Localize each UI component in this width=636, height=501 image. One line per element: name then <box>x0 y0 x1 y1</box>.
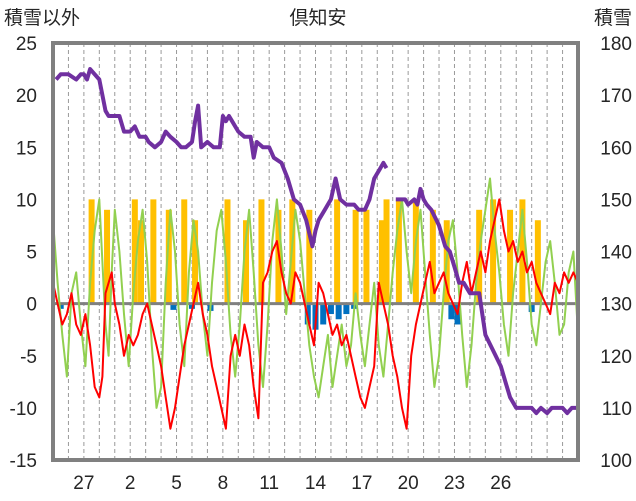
x-tick-labels: 27 2 5 8 11 14 17 20 23 26 <box>73 473 511 494</box>
precipitation-bar <box>335 303 342 320</box>
sunshine-bar <box>352 209 359 304</box>
snow_depth-line <box>395 186 578 416</box>
precipitation-bar <box>57 303 64 309</box>
y-left-tick-label: 15 <box>16 138 37 159</box>
y-right-tick-label: 140 <box>600 243 632 264</box>
y-left-tick-labels: 25 20 15 10 5 0 -5 -10 -15 <box>10 34 37 472</box>
x-tick-label: 11 <box>259 473 279 494</box>
sunshine-bar <box>131 199 138 304</box>
y-left-tick-label: 0 <box>26 295 37 316</box>
precipitation-bar <box>327 303 334 315</box>
temperature-line <box>52 198 579 430</box>
y-left-axis-label: 積雪以外 <box>4 7 80 29</box>
precipitation-bar <box>448 303 455 320</box>
sunshine-bar <box>88 199 95 304</box>
sunshine-bar <box>258 199 265 304</box>
x-tick-label: 2 <box>125 473 136 494</box>
precipitation-bar <box>170 303 177 310</box>
sunshine-bar <box>507 209 514 304</box>
wind-line <box>52 177 579 409</box>
y-left-tick-label: 25 <box>16 34 37 55</box>
snow_depth-line <box>54 67 389 249</box>
x-tick-label: 8 <box>218 473 229 494</box>
chart-title: 倶知安 <box>289 7 346 29</box>
y-right-tick-labels: 180 170 160 150 140 130 120 110 100 <box>600 34 632 472</box>
y-left-tick-label: -10 <box>10 399 37 420</box>
sunshine-bar <box>224 199 231 304</box>
y-right-tick-label: 120 <box>600 347 632 368</box>
y-left-tick-label: 10 <box>16 190 37 211</box>
x-tick-label: 14 <box>305 473 327 494</box>
y-left-tick-label: 5 <box>26 243 37 264</box>
sunshine-bar <box>104 209 111 304</box>
sunshine-bar <box>429 209 436 304</box>
x-tick-label: 23 <box>444 473 465 494</box>
sunshine-bar <box>138 220 145 304</box>
sunshine-bar <box>165 209 172 304</box>
sunshine-bar <box>395 199 402 304</box>
y-left-tick-label: -5 <box>20 347 37 368</box>
precipitation-bar <box>528 303 535 312</box>
sunshine-bar <box>181 199 188 304</box>
precipitation-bar <box>320 303 327 325</box>
sunshine-bar <box>534 220 541 304</box>
x-tick-label: 20 <box>398 473 419 494</box>
x-tick-label: 17 <box>351 473 372 494</box>
y-right-axis-label: 積雪 <box>594 7 632 29</box>
line-series <box>52 67 579 430</box>
sunshine-bar <box>150 199 157 304</box>
sunshine-bar <box>378 220 385 304</box>
precipitation-bar <box>343 303 350 315</box>
x-tick-label: 5 <box>171 473 182 494</box>
sunshine-bar <box>243 220 250 304</box>
x-tick-label: 27 <box>73 473 94 494</box>
y-right-tick-label: 110 <box>602 399 632 420</box>
x-tick-label: 26 <box>490 473 511 494</box>
sunshine-bar <box>363 209 370 304</box>
y-left-tick-label: -15 <box>10 451 37 472</box>
y-left-tick-label: 20 <box>16 86 37 107</box>
y-right-tick-label: 130 <box>600 295 632 316</box>
sunshine-bar <box>306 209 313 304</box>
sunshine-bar <box>383 199 390 304</box>
sunshine-bar <box>490 199 497 304</box>
y-right-tick-label: 160 <box>600 138 632 159</box>
y-right-tick-label: 170 <box>600 86 632 107</box>
sunshine-bar <box>334 199 341 304</box>
y-right-tick-label: 100 <box>600 451 632 472</box>
sunshine-bar <box>192 220 199 304</box>
y-right-tick-label: 150 <box>600 190 632 211</box>
plot-frame <box>51 41 580 462</box>
y-right-tick-label: 180 <box>600 34 632 55</box>
